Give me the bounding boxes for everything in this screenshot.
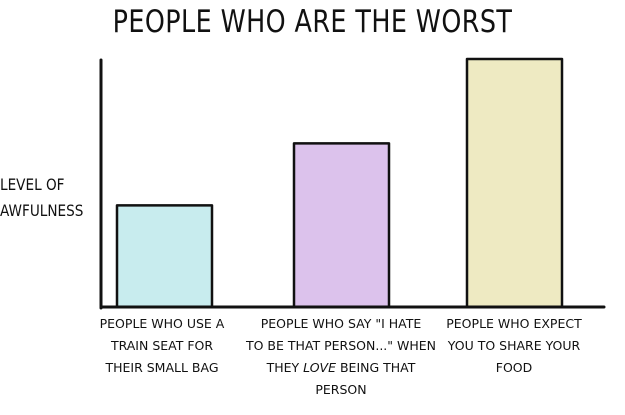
bar-3: [465, 57, 564, 309]
category-label-line: THEIR SMALL BAG: [105, 360, 219, 375]
category-label-line: PEOPLE WHO SAY "I HATE: [260, 316, 422, 331]
y-axis-label: LEVEL OF AWFULNESS: [0, 175, 84, 220]
category-label-line: PEOPLE WHO EXPECT: [446, 316, 582, 331]
chart-title: PEOPLE WHO ARE THE WORST: [112, 4, 513, 40]
category-label-line: PERSON: [315, 382, 367, 397]
category-label-line: PEOPLE WHO USE A: [99, 316, 225, 331]
bar-1: [115, 204, 214, 309]
category-label-3: PEOPLE WHO EXPECT YOU TO SHARE YOUR FOOD: [429, 313, 599, 379]
category-label-line: THEY LOVE BEING THAT: [266, 360, 416, 375]
category-label-line: YOU TO SHARE YOUR: [447, 338, 581, 353]
category-label-1: PEOPLE WHO USE A TRAIN SEAT FOR THEIR SMAL…: [77, 313, 247, 379]
bar-2: [292, 142, 391, 309]
category-label-line: TO BE THAT PERSON..." WHEN: [245, 338, 436, 353]
category-label-line: FOOD: [495, 360, 533, 375]
category-label-2: PEOPLE WHO SAY "I HATE TO BE THAT PERSON.…: [241, 313, 441, 401]
category-label-line: TRAIN SEAT FOR: [110, 338, 214, 353]
